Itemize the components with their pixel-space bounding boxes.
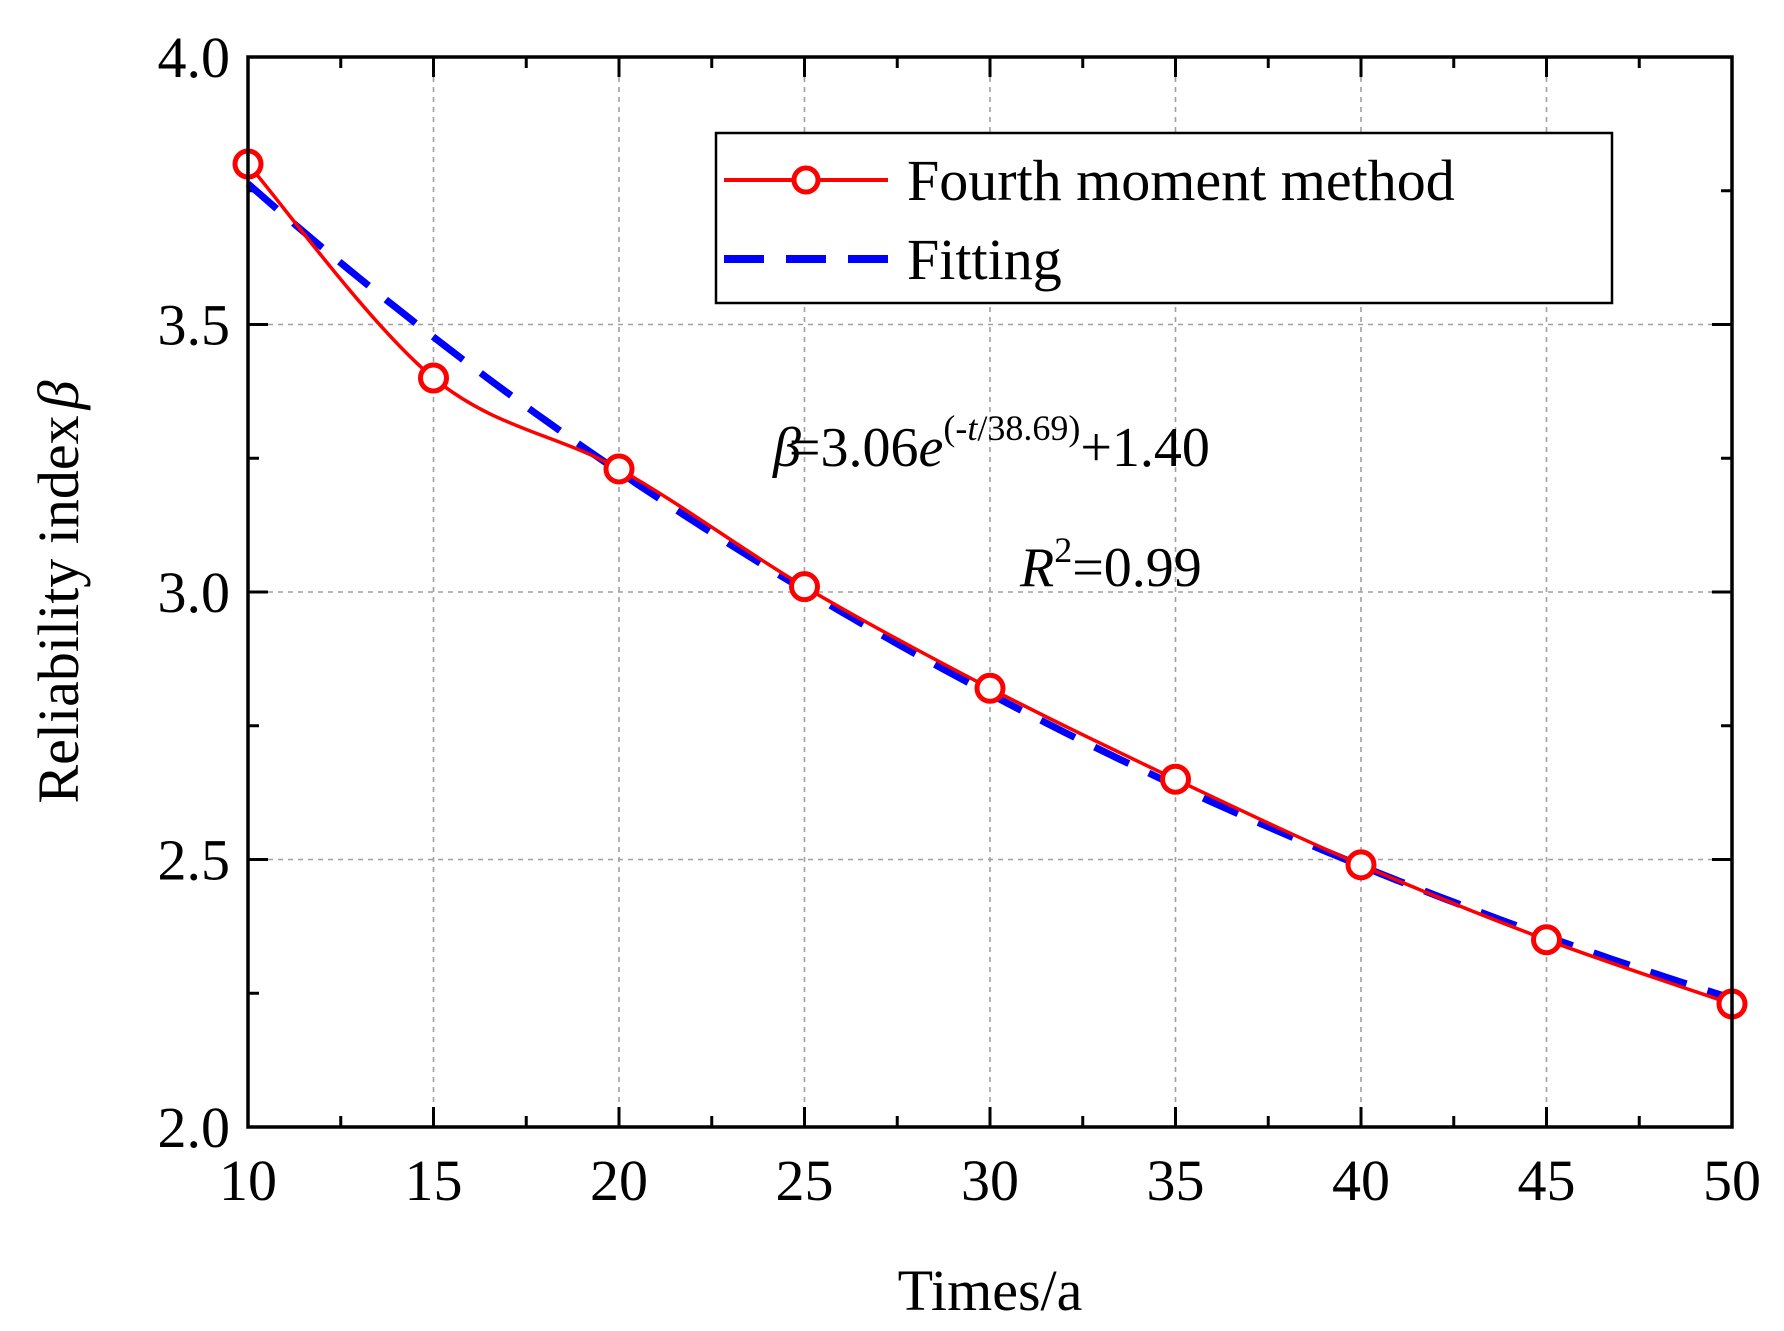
r2-value: =0.99: [1072, 537, 1202, 599]
r2-sup: 2: [1054, 530, 1072, 570]
y-axis-title: Reliability index β: [26, 380, 91, 803]
x-axis-title: Times/a: [898, 1258, 1083, 1323]
y-axis-title-group: Reliability index β: [26, 380, 91, 803]
legend: Fourth moment method Fitting: [714, 131, 1614, 305]
x-tick-label: 25: [776, 1148, 834, 1213]
fourth-moment-point: [1345, 849, 1377, 881]
fourth-moment-point: [1160, 763, 1191, 795]
y-tick-label: 2.0: [158, 1095, 231, 1160]
tick-labels: 10 15 20 25 30 35 40 45 50 2.0 2.5 3.0 3.5 4.0: [158, 25, 1762, 1213]
fourth-moment-point: [974, 672, 1006, 704]
legend-label-fourth-moment: Fourth moment method: [907, 148, 1455, 213]
x-tick-label: 50: [1703, 1148, 1761, 1213]
legend-label-fitting: Fitting: [907, 227, 1062, 292]
x-tick-label: 35: [1147, 1148, 1205, 1213]
r2-R: R: [1019, 537, 1054, 599]
r-squared: R2=0.99: [1019, 530, 1202, 599]
series-layer: [232, 148, 1748, 1020]
fourth-moment-point: [789, 571, 820, 603]
plot-frame: [246, 55, 1734, 1129]
y-tick-label: 3.0: [158, 560, 231, 625]
eq-e: e: [918, 417, 943, 479]
x-tick-label: 10: [219, 1148, 277, 1213]
eq-exp-rest: /38.69): [977, 408, 1080, 448]
eq-main: =3.06: [789, 417, 919, 479]
x-tick-label: 40: [1332, 1148, 1390, 1213]
x-tick-label: 15: [405, 1148, 463, 1213]
fourth-moment-point: [603, 453, 635, 485]
y-tick-label: 2.5: [158, 828, 231, 893]
fourth-moment-point: [1531, 924, 1562, 956]
eq-beta: β: [772, 417, 801, 479]
x-tick-label: 30: [961, 1148, 1019, 1213]
y-tick-label: 3.5: [158, 293, 231, 358]
y-axis-title-symbol: β: [26, 380, 91, 410]
legend-box: [714, 131, 1614, 305]
x-tick-label: 45: [1518, 1148, 1576, 1213]
fourth-moment-point: [418, 362, 449, 394]
eq-exp-open: (-: [943, 408, 967, 448]
x-tick-label: 20: [590, 1148, 648, 1213]
fit-equation: β=3.06e(-t/38.69)+1.40: [772, 408, 1210, 479]
y-axis-title-text: Reliability index: [26, 415, 91, 803]
y-tick-label: 4.0: [158, 25, 231, 90]
eq-tail: +1.40: [1080, 417, 1210, 479]
eq-exp-t: t: [967, 408, 978, 448]
legend-marker-fourth-moment: [791, 165, 821, 195]
